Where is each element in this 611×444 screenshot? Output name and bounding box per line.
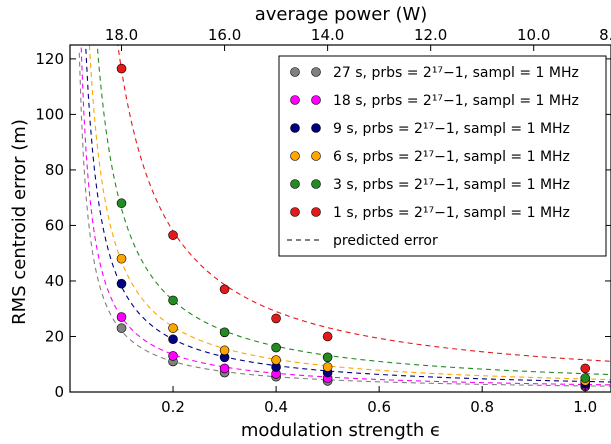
y-tick-label: 0: [54, 383, 64, 401]
x-tick-label: 0.2: [161, 398, 185, 416]
legend-marker: [290, 151, 300, 161]
legend-marker: [290, 179, 300, 189]
x-tick-label: 0.8: [470, 398, 494, 416]
data-point: [322, 362, 333, 372]
legend-label: 18 s, prbs = 2¹⁷−1, sampl = 1 MHz: [333, 93, 579, 109]
legend-marker: [311, 123, 321, 133]
fit-curve: [78, 52, 611, 387]
top-tick-label: 14.0: [311, 26, 344, 44]
legend-marker: [311, 207, 321, 217]
top-tick-label: 10.0: [517, 26, 550, 44]
legend-label: 9 s, prbs = 2¹⁷−1, sampl = 1 MHz: [333, 121, 570, 137]
top-tick-label: 8.0: [599, 26, 611, 44]
fit-curve: [85, 45, 611, 383]
y-tick-label: 40: [45, 272, 64, 290]
legend-marker: [290, 67, 300, 77]
data-point: [322, 352, 333, 363]
data-point: [219, 284, 230, 295]
fit-curve: [96, 45, 611, 376]
legend-label: 1 s, prbs = 2¹⁷−1, sampl = 1 MHz: [333, 205, 570, 221]
legend: 27 s, prbs = 2¹⁷−1, sampl = 1 MHz 18 s, p…: [278, 55, 607, 257]
data-point: [116, 278, 127, 289]
legend-label: 27 s, prbs = 2¹⁷−1, sampl = 1 MHz: [333, 65, 579, 81]
data-point: [322, 331, 333, 342]
legend-marker: [290, 207, 300, 217]
data-point: [116, 63, 127, 74]
legend-marker: [290, 95, 300, 105]
y-tick-label: 60: [45, 216, 64, 234]
fit-curve: [88, 45, 611, 381]
legend-label: 3 s, prbs = 2¹⁷−1, sampl = 1 MHz: [333, 177, 570, 193]
y-tick-label: 100: [35, 105, 64, 123]
plot-frame: [69, 44, 611, 393]
data-point: [580, 363, 591, 374]
x-tick-label: 0.6: [367, 398, 391, 416]
x-axis-title: modulation strength ϵ: [241, 420, 441, 441]
plot-area: [78, 45, 611, 392]
data-point: [219, 363, 230, 374]
legend-marker: [311, 179, 321, 189]
y-tick-label: 120: [35, 50, 64, 68]
legend-marker: [311, 67, 321, 77]
x-tick-label: 0.4: [264, 398, 288, 416]
fit-curves: [78, 45, 611, 387]
top-tick-label: 16.0: [208, 26, 241, 44]
data-point: [168, 295, 178, 306]
data-point: [116, 198, 127, 209]
data-points: [116, 63, 591, 392]
legend-box: [278, 55, 607, 257]
data-point: [168, 351, 178, 361]
data-point: [116, 312, 127, 322]
x-tick-label: 1.0: [573, 398, 597, 416]
data-point: [219, 345, 230, 356]
data-point: [219, 327, 230, 338]
data-point: [116, 253, 127, 264]
top-axis-title: average power (W): [255, 4, 428, 25]
top-tick-label: 12.0: [414, 26, 447, 44]
y-tick-label: 20: [45, 327, 64, 345]
legend-marker: [290, 123, 300, 133]
legend-marker: [311, 151, 321, 161]
data-point: [168, 334, 178, 345]
legend-label: 6 s, prbs = 2¹⁷−1, sampl = 1 MHz: [333, 149, 570, 165]
data-point: [580, 373, 591, 383]
legend-marker: [311, 95, 321, 105]
top-tick-label: 18.0: [105, 26, 138, 44]
axes: 0.2 0.4 0.6 0.8 1.0 0 20 40 60 80 100 120 18.0 16.0 14…: [35, 26, 611, 416]
legend-fit-label: predicted error: [333, 233, 438, 249]
data-point: [271, 342, 281, 353]
y-tick-label: 80: [45, 161, 64, 179]
data-point: [271, 313, 281, 324]
data-point: [116, 323, 127, 333]
y-axis-title: RMS centroid error (m): [9, 119, 30, 325]
data-point: [271, 355, 281, 365]
data-point: [168, 323, 178, 333]
data-point: [168, 230, 178, 240]
fit-curve: [80, 45, 611, 386]
fit-curve: [117, 45, 611, 362]
